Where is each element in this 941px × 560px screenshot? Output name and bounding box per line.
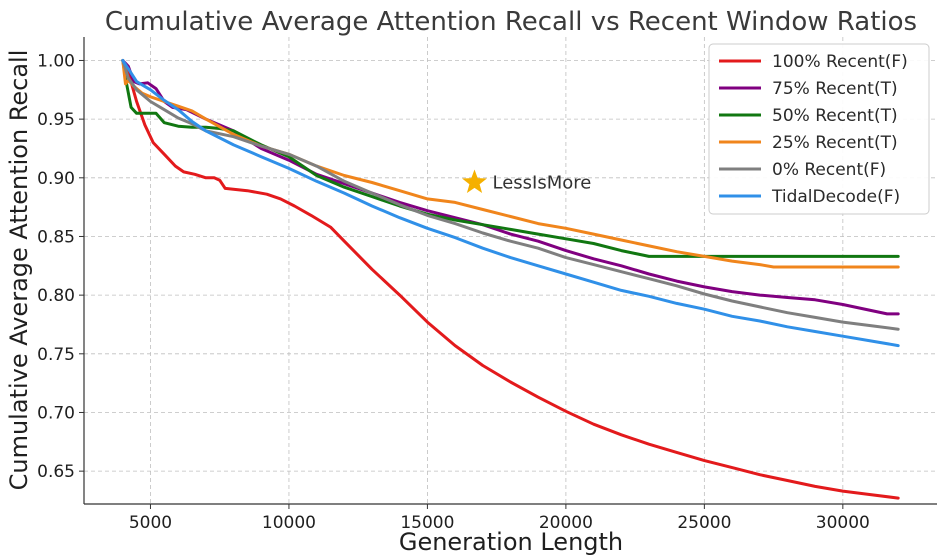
y-tick-label: 0.95 [37, 110, 75, 130]
series-line-3 [121, 59, 900, 269]
series-lines [121, 59, 900, 500]
x-tick-label: 5000 [129, 513, 172, 533]
y-axis-label: Cumulative Average Attention Recall [5, 50, 33, 491]
lessismore-star-icon [462, 169, 487, 193]
y-tick-label: 1.00 [37, 51, 75, 71]
y-tick-label: 0.90 [37, 169, 75, 189]
x-tick-label: 30000 [816, 513, 870, 533]
legend-item-label: 100% Recent(F) [772, 52, 908, 72]
x-tick-label: 15000 [400, 513, 454, 533]
legend-box [708, 43, 930, 215]
x-tick-label: 10000 [262, 513, 316, 533]
legend: 100% Recent(F) 75% Recent(T) 50% Recent(T)… [708, 43, 930, 215]
y-tick-label: 0.85 [37, 227, 75, 247]
annotation-label: LessIsMore [492, 172, 591, 193]
axes: 5000 10000 15000 20000 25000 30000 0.65 0.70 0.7… [37, 37, 937, 533]
annotations: LessIsMore [462, 169, 591, 193]
legend-item-label: 75% Recent(T) [772, 79, 898, 99]
y-tick-label: 0.65 [37, 462, 75, 482]
legend-item-label: 0% Recent(F) [772, 160, 886, 180]
x-tick-label: 20000 [539, 513, 593, 533]
x-tick-label: 25000 [677, 513, 731, 533]
legend-item-label: TidalDecode(F) [771, 187, 900, 207]
y-tick-label: 0.70 [37, 403, 75, 423]
series-line-4 [121, 59, 900, 331]
legend-item-label: 25% Recent(T) [772, 133, 898, 153]
series-line-5 [121, 59, 900, 348]
series-line-0 [121, 59, 900, 500]
x-axis-label: Generation Length [399, 528, 623, 556]
y-tick-label: 0.75 [37, 345, 75, 365]
legend-item-label: 50% Recent(T) [772, 106, 898, 126]
y-tick-label: 0.80 [37, 286, 75, 306]
chart-title: Cumulative Average Attention Recall vs R… [105, 7, 917, 37]
